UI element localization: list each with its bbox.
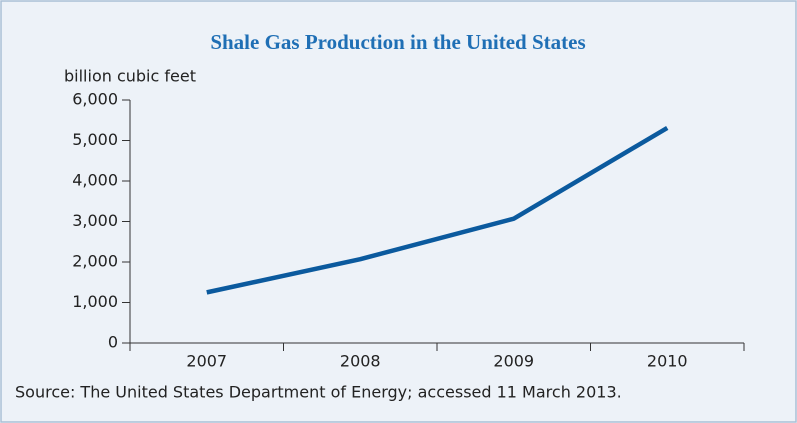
x-tick-label: 2009 bbox=[493, 352, 534, 371]
x-tick-label: 2007 bbox=[186, 352, 227, 371]
y-tick-label: 0 bbox=[108, 333, 118, 352]
y-tick-label: 1,000 bbox=[72, 292, 118, 311]
x-tick-label: 2008 bbox=[340, 352, 381, 371]
source-note: Source: The United States Department of … bbox=[15, 383, 622, 402]
x-tick-label: 2010 bbox=[647, 352, 688, 371]
y-tick-label: 6,000 bbox=[72, 90, 118, 109]
y-tick-label: 4,000 bbox=[72, 171, 118, 190]
y-tick-label: 5,000 bbox=[72, 130, 118, 149]
y-axis-label: billion cubic feet bbox=[64, 67, 196, 86]
data-line bbox=[206, 126, 669, 295]
chart-title: Shale Gas Production in the United State… bbox=[210, 30, 585, 54]
y-tick-label: 3,000 bbox=[72, 211, 118, 230]
y-tick-label: 2,000 bbox=[72, 252, 118, 271]
